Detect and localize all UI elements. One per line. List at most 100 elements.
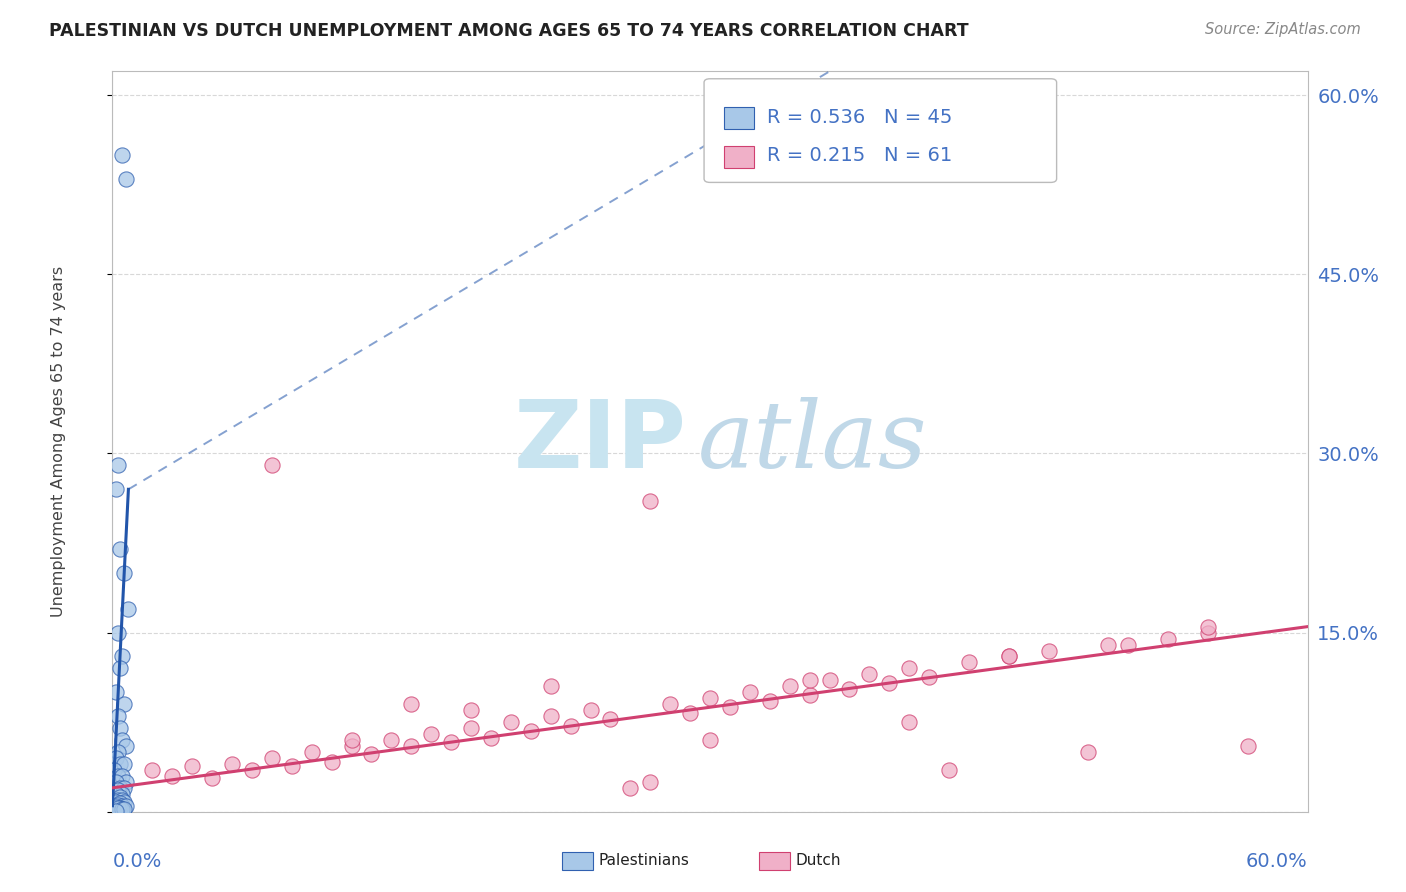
- Text: Palestinians: Palestinians: [599, 854, 690, 868]
- Point: [240, 763, 263, 777]
- Point: [110, 721, 132, 735]
- Point: [111, 733, 134, 747]
- Point: [540, 709, 562, 723]
- Point: [107, 769, 129, 783]
- Text: PALESTINIAN VS DUTCH UNEMPLOYMENT AMONG AGES 65 TO 74 YEARS CORRELATION CHART: PALESTINIAN VS DUTCH UNEMPLOYMENT AMONG …: [49, 22, 969, 40]
- Point: [1118, 638, 1140, 652]
- Point: [114, 698, 135, 712]
- Point: [111, 793, 134, 807]
- Point: [938, 763, 960, 777]
- Point: [858, 667, 880, 681]
- Point: [818, 673, 841, 688]
- Point: [115, 171, 138, 186]
- Point: [799, 673, 821, 688]
- Point: [260, 751, 283, 765]
- Point: [110, 801, 132, 815]
- Point: [1237, 739, 1260, 753]
- Text: ZIP: ZIP: [513, 395, 686, 488]
- Point: [162, 769, 183, 783]
- Point: [107, 625, 129, 640]
- Point: [111, 649, 134, 664]
- Point: [1097, 638, 1119, 652]
- Point: [111, 798, 134, 813]
- Point: [738, 685, 761, 699]
- Point: [520, 723, 543, 738]
- Point: [679, 706, 702, 720]
- Point: [898, 661, 921, 675]
- Point: [110, 790, 132, 805]
- Point: [115, 739, 138, 753]
- Point: [957, 656, 980, 670]
- Point: [321, 755, 343, 769]
- Point: [659, 698, 682, 712]
- Point: [640, 494, 662, 508]
- Point: [110, 780, 132, 795]
- Point: [107, 797, 129, 812]
- Point: [111, 769, 134, 783]
- Point: [114, 566, 135, 580]
- Point: [107, 783, 129, 797]
- Point: [479, 731, 502, 745]
- Point: [110, 797, 132, 811]
- Point: [105, 775, 128, 789]
- Point: [111, 787, 134, 801]
- Point: [340, 739, 363, 753]
- Point: [1197, 619, 1219, 633]
- Point: [619, 780, 641, 795]
- Point: [103, 763, 125, 777]
- Point: [281, 759, 304, 773]
- Point: [898, 715, 921, 730]
- Point: [107, 793, 129, 807]
- Point: [579, 703, 602, 717]
- Point: [599, 712, 621, 726]
- Text: 60.0%: 60.0%: [1246, 853, 1308, 871]
- FancyBboxPatch shape: [704, 78, 1057, 183]
- Point: [105, 483, 128, 497]
- Point: [420, 727, 443, 741]
- Point: [1077, 745, 1099, 759]
- Point: [918, 670, 941, 684]
- Point: [105, 795, 128, 809]
- Point: [1157, 632, 1180, 646]
- Point: [838, 681, 860, 696]
- Text: Unemployment Among Ages 65 to 74 years: Unemployment Among Ages 65 to 74 years: [51, 266, 66, 617]
- Point: [360, 747, 382, 762]
- Point: [114, 780, 135, 795]
- Text: R = 0.536   N = 45: R = 0.536 N = 45: [768, 108, 953, 127]
- Point: [380, 733, 402, 747]
- Point: [340, 733, 363, 747]
- Point: [107, 458, 129, 473]
- Point: [301, 745, 323, 759]
- Point: [260, 458, 283, 473]
- Point: [560, 719, 582, 733]
- Text: Dutch: Dutch: [796, 854, 841, 868]
- Point: [401, 698, 423, 712]
- Point: [699, 733, 721, 747]
- Point: [540, 679, 562, 693]
- Point: [107, 745, 129, 759]
- Point: [759, 694, 782, 708]
- Point: [141, 763, 163, 777]
- Point: [998, 649, 1021, 664]
- Point: [640, 775, 662, 789]
- Text: 0.0%: 0.0%: [112, 853, 162, 871]
- Point: [107, 709, 129, 723]
- Point: [114, 756, 135, 771]
- Point: [115, 798, 138, 813]
- Point: [110, 541, 132, 556]
- Point: [105, 800, 128, 814]
- Point: [779, 679, 801, 693]
- Point: [718, 699, 741, 714]
- Point: [105, 804, 128, 818]
- Bar: [724, 145, 754, 168]
- Text: R = 0.215   N = 61: R = 0.215 N = 61: [768, 146, 953, 165]
- Point: [115, 775, 138, 789]
- Point: [110, 756, 132, 771]
- Point: [114, 795, 135, 809]
- Text: Source: ZipAtlas.com: Source: ZipAtlas.com: [1205, 22, 1361, 37]
- Point: [460, 721, 482, 735]
- Point: [181, 759, 204, 773]
- Point: [440, 735, 463, 749]
- Point: [105, 751, 128, 765]
- Point: [499, 715, 522, 730]
